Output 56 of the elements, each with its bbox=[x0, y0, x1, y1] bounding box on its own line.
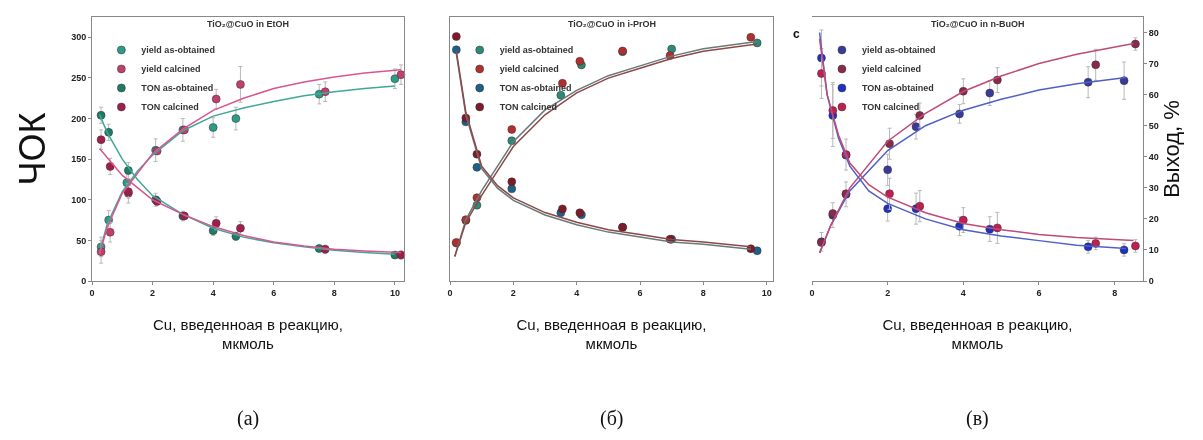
y-tick-label: 300 bbox=[71, 32, 87, 43]
x-tick-label: 6 bbox=[271, 287, 277, 298]
y-tick-label: 50 bbox=[76, 235, 87, 246]
x-tick-label: 6 bbox=[637, 287, 643, 298]
x-tick-label: 8 bbox=[700, 287, 706, 298]
x-tick-label: 0 bbox=[809, 287, 815, 298]
x-tick-label: 4 bbox=[574, 287, 580, 298]
legend-label: TON calcined bbox=[861, 102, 920, 113]
y-tick-label: 0 bbox=[81, 276, 87, 287]
x-tick-label: 10 bbox=[761, 287, 772, 298]
y2-tick-label: 70 bbox=[1148, 58, 1159, 69]
y-tick-label: 250 bbox=[71, 73, 87, 84]
chart-title: TiO₂@CuO in i-PrOH bbox=[568, 19, 657, 29]
chart-title: TiO₂@CuO in EtOH bbox=[207, 19, 290, 29]
legend-label: TON as-obtained bbox=[141, 83, 214, 94]
x-tick-label: 8 bbox=[1112, 287, 1118, 298]
legend-label: TON as-obtained bbox=[499, 83, 572, 94]
legend-label: yield as-obtained bbox=[861, 45, 936, 56]
x-tick-label: 2 bbox=[885, 287, 891, 298]
x-tick-label: 8 bbox=[331, 287, 337, 298]
x-tick-label: 10 bbox=[389, 287, 400, 298]
y2-tick-label: 60 bbox=[1148, 89, 1159, 100]
y2-tick-label: 40 bbox=[1148, 151, 1159, 162]
x-tick-label: 4 bbox=[210, 287, 216, 298]
y-tick-label: 100 bbox=[71, 194, 87, 205]
x-axis-title: Cu, введенноая в реакцию, мкмоль bbox=[882, 315, 1073, 353]
legend-label: yield calcined bbox=[861, 64, 921, 75]
x-tick-label: 6 bbox=[1036, 287, 1042, 298]
x-axis-title: Cu, введенноая в реакцию, мкмоль bbox=[152, 315, 344, 353]
legend-label: TON as-obtained bbox=[861, 83, 934, 94]
y2-tick-label: 50 bbox=[1148, 120, 1159, 131]
y2-tick-label: 80 bbox=[1148, 27, 1159, 38]
y-tick-label: 150 bbox=[71, 154, 87, 165]
x-tick-label: 4 bbox=[960, 287, 966, 298]
y2-tick-label: 30 bbox=[1148, 182, 1159, 193]
y2-tick-label: 10 bbox=[1148, 245, 1159, 256]
text: c bbox=[793, 27, 800, 41]
x-tick-label: 2 bbox=[510, 287, 516, 298]
y-tick-label: 200 bbox=[71, 113, 87, 124]
chart-title: TiO₂@CuO in n-BuOH bbox=[931, 19, 1025, 29]
x-tick-label: 2 bbox=[150, 287, 156, 298]
y2-axis-title: Выход, % bbox=[1158, 100, 1184, 198]
legend-label: yield calcined bbox=[141, 64, 201, 75]
legend-label: TON calcined bbox=[141, 102, 199, 113]
text: (б) bbox=[600, 407, 624, 430]
x-axis-title: Cu, введенноая в реакцию, мкмоль bbox=[516, 315, 707, 353]
legend-label: yield as-obtained bbox=[141, 45, 215, 56]
text: (в) bbox=[966, 407, 989, 430]
y2-tick-label: 0 bbox=[1148, 276, 1154, 287]
text: (a) bbox=[237, 407, 260, 430]
x-tick-label: 0 bbox=[89, 287, 95, 298]
x-tick-label: 0 bbox=[447, 287, 453, 298]
y2-tick-label: 20 bbox=[1148, 214, 1159, 225]
y-axis-title: ЧОК bbox=[12, 112, 54, 186]
legend-label: yield calcined bbox=[499, 64, 559, 75]
legend-label: yield as-obtained bbox=[499, 45, 574, 56]
